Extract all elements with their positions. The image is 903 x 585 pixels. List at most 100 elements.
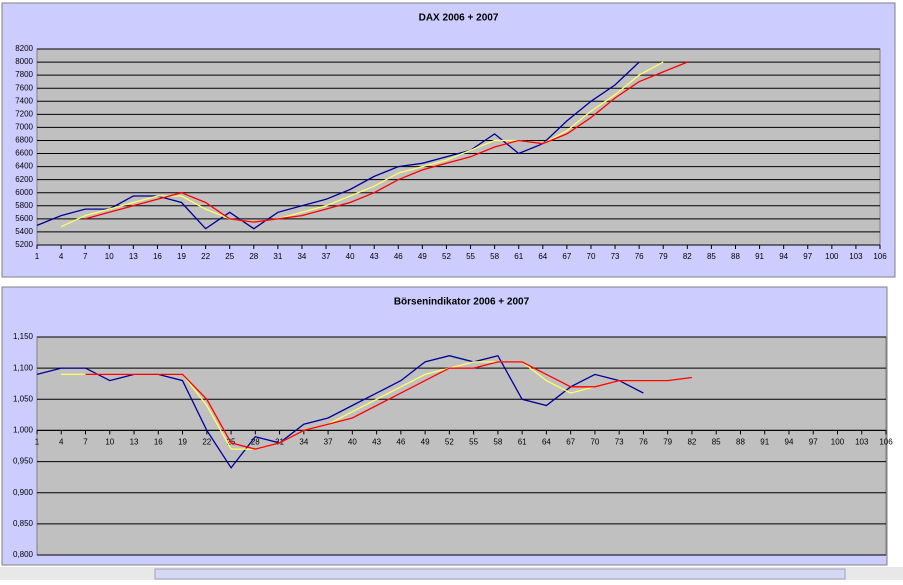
series-line <box>60 61 664 228</box>
y-tick-label: 6400 <box>15 162 33 171</box>
x-tick-label: 13 <box>129 252 138 261</box>
x-tick-label: 49 <box>421 438 430 447</box>
y-tick-label: 8200 <box>15 44 33 53</box>
x-tick-label: 46 <box>394 252 403 261</box>
chart-title: DAX 2006 + 2007 <box>419 13 499 24</box>
x-tick-label: 34 <box>299 438 308 447</box>
scrollbar[interactable] <box>154 568 846 580</box>
y-tick-label: 5800 <box>15 201 33 210</box>
x-tick-label: 94 <box>779 252 788 261</box>
y-tick-label: 0,900 <box>13 488 34 497</box>
x-tick-label: 19 <box>177 252 186 261</box>
y-tick-label: 6600 <box>15 149 33 158</box>
x-tick-label: 49 <box>418 252 427 261</box>
x-tick-label: 7 <box>83 252 88 261</box>
x-tick-label: 4 <box>59 252 64 261</box>
x-tick-label: 19 <box>178 438 187 447</box>
x-tick-label: 85 <box>712 438 721 447</box>
y-tick-label: 7800 <box>15 70 33 79</box>
x-tick-label: 97 <box>809 438 818 447</box>
x-tick-label: 28 <box>249 252 258 261</box>
y-tick-label: 5400 <box>15 227 33 236</box>
x-tick-label: 22 <box>202 438 211 447</box>
x-tick-label: 64 <box>542 438 551 447</box>
x-tick-label: 43 <box>370 252 379 261</box>
x-tick-label: 43 <box>372 438 381 447</box>
x-tick-label: 91 <box>760 438 769 447</box>
x-tick-label: 103 <box>849 252 863 261</box>
x-tick-label: 10 <box>105 252 114 261</box>
x-tick-label: 37 <box>322 252 331 261</box>
x-tick-label: 1 <box>35 438 40 447</box>
y-tick-label: 7000 <box>15 123 33 132</box>
y-tick-label: 5200 <box>15 240 33 249</box>
x-tick-label: 7 <box>83 438 88 447</box>
x-tick-label: 25 <box>225 252 234 261</box>
plot-area <box>36 48 881 246</box>
x-tick-label: 1 <box>35 252 40 261</box>
y-tick-label: 6000 <box>15 188 33 197</box>
x-tick-label: 88 <box>731 252 740 261</box>
x-tick-label: 82 <box>683 252 692 261</box>
x-tick-label: 106 <box>873 252 887 261</box>
x-tick-label: 76 <box>635 252 644 261</box>
y-tick-label: 1,100 <box>13 363 34 372</box>
x-tick-label: 100 <box>831 438 845 447</box>
x-tick-label: 58 <box>490 252 499 261</box>
x-tick-label: 22 <box>201 252 210 261</box>
y-tick-label: 7600 <box>15 83 33 92</box>
y-tick-label: 7400 <box>15 96 33 105</box>
x-tick-label: 40 <box>348 438 357 447</box>
x-tick-label: 37 <box>324 438 333 447</box>
x-tick-label: 85 <box>707 252 716 261</box>
x-tick-label: 70 <box>590 438 599 447</box>
series-line <box>85 61 688 223</box>
x-tick-label: 79 <box>663 438 672 447</box>
x-tick-label: 16 <box>154 438 163 447</box>
x-tick-label: 52 <box>442 252 451 261</box>
series-line <box>85 361 692 450</box>
x-tick-label: 4 <box>59 438 64 447</box>
y-tick-label: 1,050 <box>13 394 34 403</box>
y-tick-label: 0,800 <box>13 550 34 559</box>
x-tick-label: 76 <box>639 438 648 447</box>
x-tick-label: 67 <box>566 438 575 447</box>
x-tick-label: 106 <box>879 438 893 447</box>
y-tick-label: 8000 <box>15 57 33 66</box>
x-tick-label: 34 <box>297 252 306 261</box>
x-tick-label: 73 <box>615 438 624 447</box>
x-tick-label: 82 <box>687 438 696 447</box>
y-tick-label: 6800 <box>15 136 33 145</box>
x-tick-label: 40 <box>346 252 355 261</box>
y-tick-label: 5600 <box>15 214 33 223</box>
y-tick-label: 1,150 <box>13 332 34 341</box>
x-tick-label: 73 <box>611 252 620 261</box>
x-tick-label: 52 <box>445 438 454 447</box>
x-tick-label: 91 <box>755 252 764 261</box>
x-tick-label: 46 <box>396 438 405 447</box>
x-tick-label: 79 <box>659 252 668 261</box>
x-tick-label: 61 <box>518 438 527 447</box>
x-tick-label: 13 <box>130 438 139 447</box>
y-tick-label: 1,000 <box>13 426 34 435</box>
y-tick-label: 7200 <box>15 109 33 118</box>
x-tick-label: 94 <box>785 438 794 447</box>
x-tick-label: 61 <box>514 252 523 261</box>
x-tick-label: 10 <box>105 438 114 447</box>
x-tick-label: 100 <box>825 252 839 261</box>
x-tick-label: 88 <box>736 438 745 447</box>
x-tick-label: 55 <box>469 438 478 447</box>
x-tick-label: 55 <box>466 252 475 261</box>
x-tick-label: 97 <box>803 252 812 261</box>
x-tick-label: 64 <box>538 252 547 261</box>
series-line <box>36 61 640 230</box>
x-tick-label: 16 <box>153 252 162 261</box>
x-tick-label: 58 <box>493 438 502 447</box>
x-tick-label: 28 <box>251 438 260 447</box>
y-tick-label: 0,950 <box>13 457 34 466</box>
plot-area <box>36 336 887 556</box>
x-tick-label: 103 <box>855 438 869 447</box>
x-tick-label: 31 <box>273 252 282 261</box>
y-tick-label: 6200 <box>15 175 33 184</box>
